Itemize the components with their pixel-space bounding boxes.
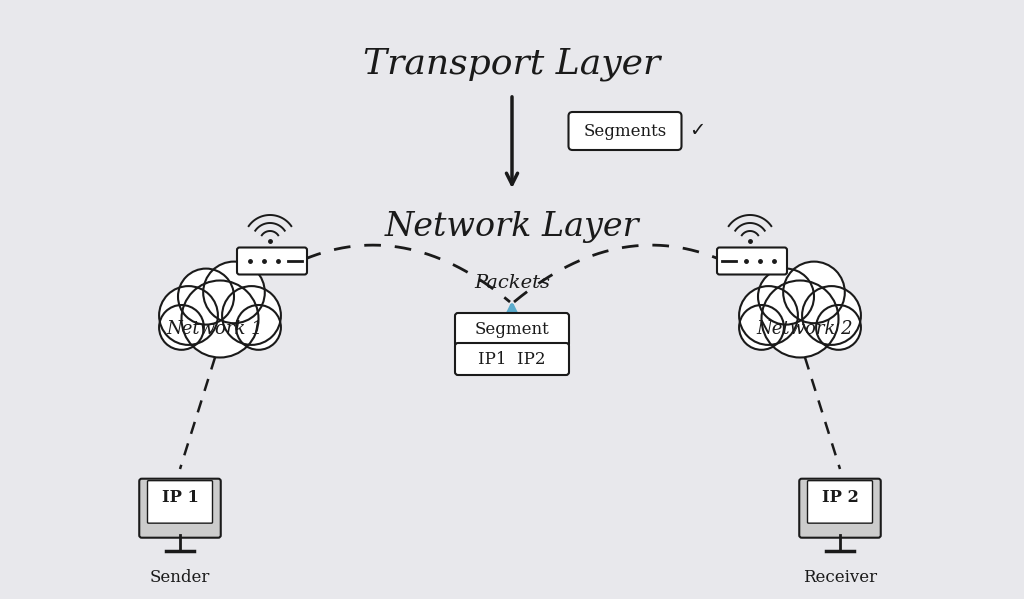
Circle shape <box>783 262 845 323</box>
Text: ✓: ✓ <box>689 122 706 141</box>
FancyBboxPatch shape <box>139 479 221 538</box>
FancyBboxPatch shape <box>717 247 787 274</box>
Text: Sender: Sender <box>150 569 210 586</box>
Text: IP 1: IP 1 <box>162 489 199 506</box>
Circle shape <box>159 305 204 350</box>
Circle shape <box>758 268 814 325</box>
Circle shape <box>222 286 281 345</box>
Text: IP1  IP2: IP1 IP2 <box>478 350 546 368</box>
Text: Segments: Segments <box>584 123 667 140</box>
Circle shape <box>181 280 258 358</box>
Text: Packets: Packets <box>474 274 550 292</box>
Circle shape <box>762 280 839 358</box>
Circle shape <box>816 305 861 350</box>
Text: Network 1: Network 1 <box>167 320 263 338</box>
FancyBboxPatch shape <box>237 247 307 274</box>
Text: Receiver: Receiver <box>803 569 878 586</box>
Text: Network Layer: Network Layer <box>385 211 639 243</box>
Circle shape <box>237 305 281 350</box>
FancyBboxPatch shape <box>800 479 881 538</box>
Circle shape <box>802 286 861 345</box>
Text: IP 2: IP 2 <box>821 489 858 506</box>
FancyBboxPatch shape <box>455 313 569 347</box>
Text: Transport Layer: Transport Layer <box>364 47 660 81</box>
Circle shape <box>178 268 234 325</box>
Text: Segment: Segment <box>475 322 549 338</box>
FancyBboxPatch shape <box>808 480 872 523</box>
FancyBboxPatch shape <box>455 343 569 375</box>
Circle shape <box>203 262 265 323</box>
FancyBboxPatch shape <box>568 112 682 150</box>
FancyBboxPatch shape <box>147 480 213 523</box>
Circle shape <box>739 286 798 345</box>
Circle shape <box>739 305 784 350</box>
Circle shape <box>159 286 218 345</box>
Text: Network 2: Network 2 <box>757 320 853 338</box>
